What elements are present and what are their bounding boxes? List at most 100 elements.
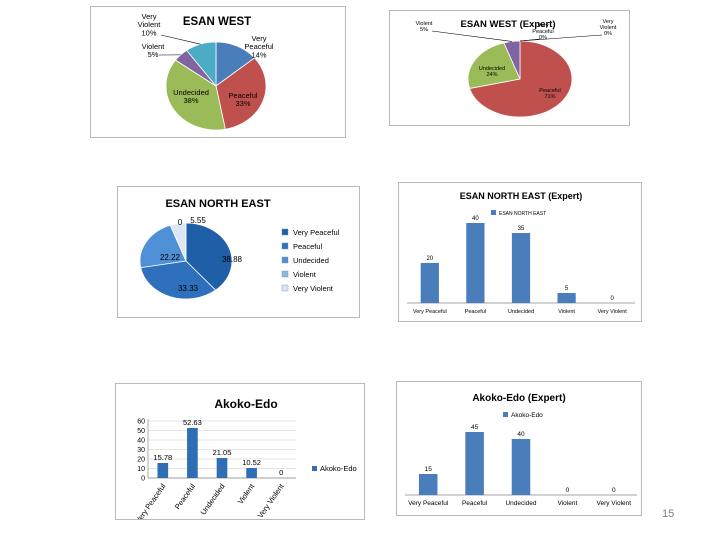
pie-chart-esan-west: ESAN WEST Very Peaceful 14% Peaceful 33% Unde… [138, 12, 274, 131]
data-label: 40 [517, 431, 525, 438]
chart-esan-west-expert: ESAN WEST (Expert) Very Peaceful 0% Peacefu… [389, 10, 630, 126]
x-tick-label: Peaceful [462, 500, 488, 507]
x-tick-label: Undecided [199, 482, 227, 517]
pie-slice-very-violent [169, 222, 187, 262]
legend-entry: Violent [293, 270, 317, 279]
y-tick-label: 40 [137, 438, 145, 445]
chart-akoko-edo: Akoko-Edo 0 10 20 30 40 50 60 15.78 Very Peacefu… [115, 383, 365, 520]
pie-slice-peaceful [215, 57, 267, 130]
data-label: Undecided 38% [173, 88, 209, 105]
legend-entry: Very Peaceful [293, 228, 340, 237]
legend-swatch [281, 228, 289, 236]
data-label: 35 [518, 226, 525, 232]
chart-title: Akoko-Edo (Expert) [472, 393, 565, 404]
bar-chart-esan-north-east-expert: ESAN NORTH EAST (Expert) 20 Very Peaceful… [407, 191, 635, 315]
pie-slice-very-peaceful [185, 222, 233, 291]
legend-swatch [491, 210, 496, 215]
legend-entry: Peaceful [293, 242, 323, 251]
bar-chart-akoko-edo: Akoko-Edo 0 10 20 30 40 50 60 15.78 Very Peacefu… [134, 397, 357, 519]
data-label: 10.52 [242, 458, 261, 467]
pie-slice-peaceful [469, 40, 573, 118]
bar-undecided [511, 439, 531, 495]
data-label: Very Peaceful 14% [244, 34, 274, 60]
legend-swatch [312, 466, 317, 471]
legend-swatch [281, 242, 289, 250]
bar-very-peaceful [418, 474, 438, 495]
chart-title: ESAN NORTH EAST (Expert) [460, 191, 583, 201]
y-tick-label: 20 [137, 457, 145, 464]
data-label: Very Violent 0% [600, 19, 617, 37]
y-tick-label: 60 [137, 419, 145, 426]
y-tick-label: 0 [141, 476, 145, 483]
leader-line [160, 34, 201, 45]
pie-chart-esan-west-expert: ESAN WEST (Expert) Very Peaceful 0% Peacefu… [416, 19, 617, 118]
x-tick-label: Violent [236, 481, 257, 506]
bar-very-peaceful [420, 263, 439, 303]
bar-chart-akoko-edo-expert: Akoko-Edo (Expert) 15 Very Peaceful 45 Peac… [405, 393, 637, 507]
chart-akoko-edo-expert: Akoko-Edo (Expert) 15 Very Peaceful 45 Peac… [396, 381, 642, 516]
chart-title: ESAN WEST [183, 16, 251, 28]
pie-slice-undecided [165, 59, 226, 131]
x-tick-label: Very Peaceful [134, 482, 168, 519]
x-tick-label: Violent [558, 500, 578, 507]
data-label: Violent 5% [416, 21, 433, 33]
bar-undecided [511, 233, 531, 303]
bar-very-peaceful [157, 463, 169, 478]
y-tick-label: 50 [137, 428, 145, 435]
slide-number: 15 [662, 508, 675, 520]
data-label: Very Peaceful 0% [532, 23, 553, 41]
chart-title: ESAN NORTH EAST [165, 198, 270, 210]
data-label: Peaceful 33% [228, 91, 258, 108]
data-label: 0 [612, 487, 616, 494]
x-tick-label: Undecided [508, 309, 534, 315]
data-label: 5.55 [190, 216, 206, 225]
bar-peaceful [466, 223, 485, 303]
chart-esan-north-east-expert: ESAN NORTH EAST (Expert) 20 Very Peaceful… [398, 182, 642, 322]
y-tick-label: 30 [137, 447, 145, 454]
chart-title: Akoko-Edo [214, 397, 277, 411]
data-label: 0 [566, 487, 570, 494]
x-tick-label: Violent [558, 309, 575, 315]
legend-swatch [281, 284, 289, 292]
pie-chart-esan-north-east: ESAN NORTH EAST 38.88 33.33 22.22 0 5.55 Very… [139, 198, 340, 300]
chart-title: ESAN WEST (Expert) [460, 19, 555, 30]
legend-swatch [503, 412, 508, 417]
pie-slice-peaceful [140, 260, 217, 300]
x-tick-label: Very Violent [597, 500, 632, 507]
bar-violent [246, 468, 257, 478]
legend-entry: Akoko-Edo [320, 464, 357, 473]
data-label: 45 [471, 424, 479, 431]
x-tick-label: Very Peaceful [408, 500, 449, 507]
data-label: 0 [611, 296, 615, 302]
data-label: 15.78 [153, 453, 172, 462]
leader-line [519, 34, 603, 42]
bar-undecided [216, 458, 228, 478]
leader-line [431, 30, 512, 42]
chart-esan-north-east: ESAN NORTH EAST 38.88 33.33 22.22 0 5.55 Very… [117, 186, 360, 318]
data-label: Violent 5% [142, 42, 166, 59]
data-label: Undecided 24% [479, 66, 505, 78]
data-label: 20 [426, 256, 433, 262]
data-label: 33.33 [178, 284, 199, 293]
data-label: 21.05 [213, 448, 232, 457]
x-tick-label: Very Violent [598, 309, 628, 315]
x-tick-label: Very Violent [256, 481, 287, 519]
legend-swatch [281, 256, 289, 264]
legend-entry: Akoko-Edo [511, 412, 543, 419]
chart-esan-west: ESAN WEST Very Peaceful 14% Peaceful 33% Unde… [90, 6, 346, 138]
legend-entry: Very Violent [293, 284, 334, 293]
legend-swatch [281, 270, 289, 278]
data-label: 0 [279, 468, 283, 477]
bar-peaceful [465, 432, 484, 495]
x-tick-label: Undecided [505, 500, 536, 507]
data-label: 5 [565, 286, 569, 292]
bar-violent [557, 293, 576, 303]
data-label: 22.22 [160, 253, 181, 262]
bar-peaceful [187, 428, 198, 478]
data-label: Peaceful 71% [539, 88, 560, 100]
legend-entry: ESAN NORTH EAST [499, 211, 546, 217]
data-label: 40 [472, 216, 479, 222]
x-tick-label: Very Peaceful [413, 309, 447, 315]
x-tick-label: Peaceful [465, 309, 486, 315]
data-label: 0 [178, 218, 183, 227]
